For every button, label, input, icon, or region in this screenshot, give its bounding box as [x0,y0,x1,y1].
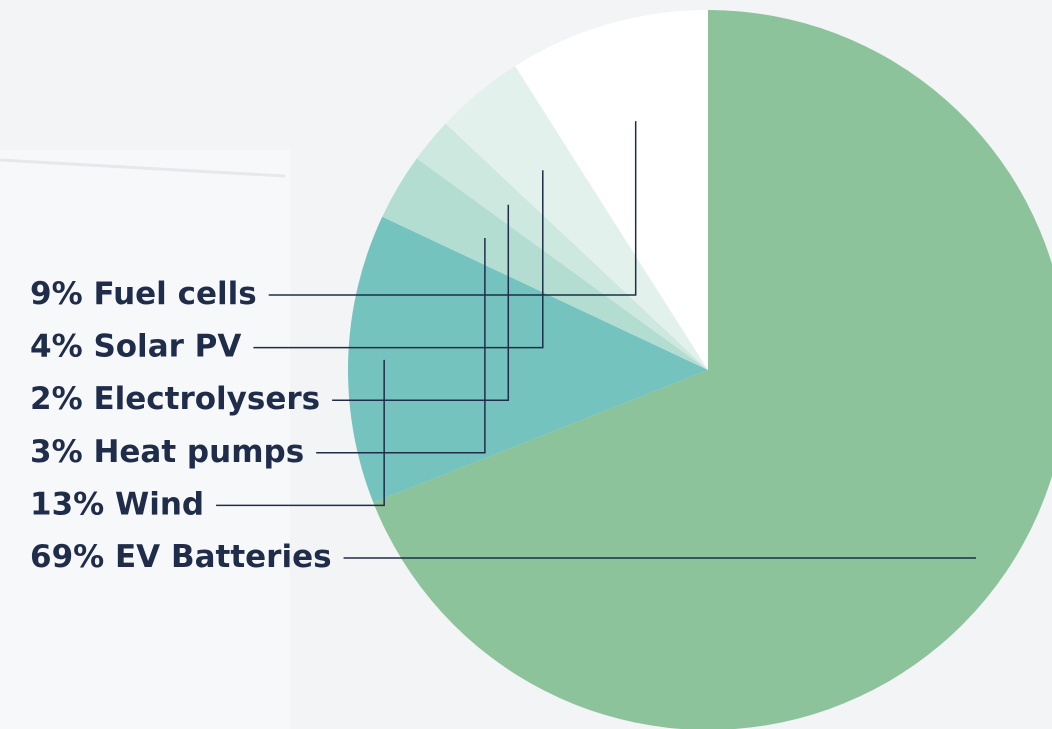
pie-slice [445,66,708,371]
pie-slice [416,123,708,370]
backdrop-panel [0,150,290,729]
category-label: Fuel cells [93,276,256,312]
backdrop-edge [0,158,286,178]
labels: 9% Fuel cells 4% Solar PV 2% Electrolysers… [30,121,976,575]
leader-line [268,121,637,296]
pie-slice [347,216,708,503]
category-label: Heat pumps [93,433,304,469]
leader-line [332,204,510,401]
slice-label: 69% EV Batteries [30,539,332,575]
slice-label: 2% Electrolysers [30,381,320,417]
pie-slice [515,10,708,370]
pie-slice [382,158,708,370]
leader-line [316,238,486,454]
category-label: Solar PV [93,328,241,364]
slice-label: 9% Fuel cells [30,276,257,312]
category-label: Electrolysers [93,381,320,417]
slice-label: 4% Solar PV [30,328,241,364]
leader-line [253,170,544,349]
value-label: 3% [30,433,83,469]
value-label: 2% [30,381,83,417]
value-label: 9% [30,276,83,312]
slice-label: 3% Heat pumps [30,433,304,469]
pie [347,10,1052,729]
value-label: 13% [30,486,104,522]
value-label: 69% [30,539,104,575]
value-label: 4% [30,328,83,364]
category-label: Wind [115,486,204,522]
leader-line [216,359,385,507]
category-label: EV Batteries [115,539,332,575]
pie-slice [373,10,1052,729]
slice-label: 13% Wind [30,486,204,522]
